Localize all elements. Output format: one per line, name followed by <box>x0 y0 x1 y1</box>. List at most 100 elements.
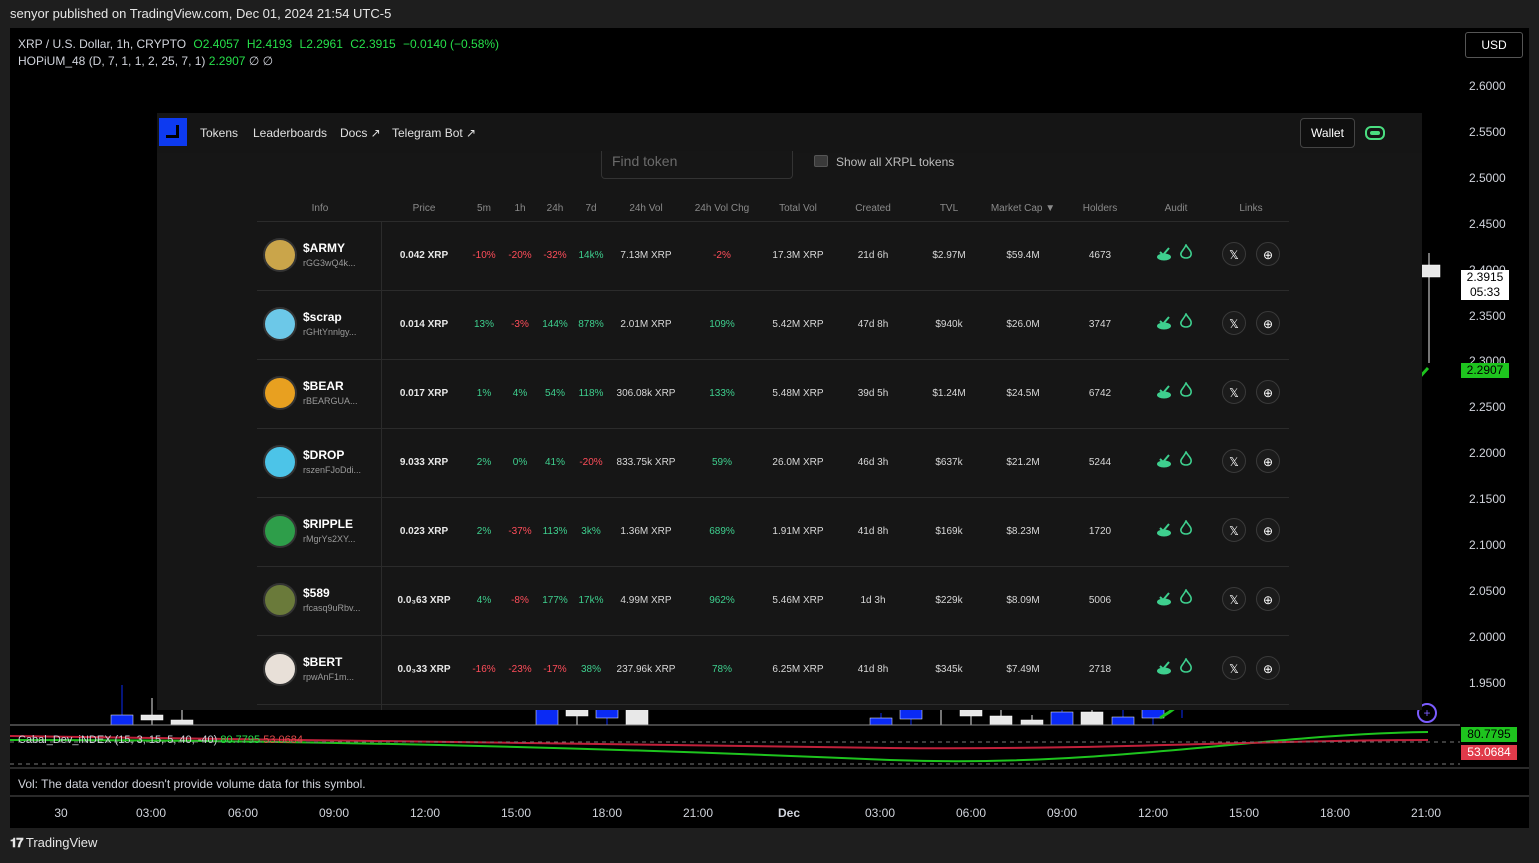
sub-indicator-title[interactable]: Cabal_Dev_iNDEX (15, 3, 15, 5, 40, -40) <box>18 734 218 746</box>
website-globe-icon[interactable]: ⊕ <box>1256 380 1280 404</box>
sub-indicator-legend: Cabal_Dev_iNDEX (15, 3, 15, 5, 40, -40) … <box>18 734 303 746</box>
cell-m5: -16% <box>472 664 496 675</box>
cell-total: 17.3M XRP <box>772 250 824 261</box>
token-row[interactable]: $589 rfcasq9uRbv... 0.0₃63 XRP 4% -8% 177% 17k… <box>257 566 1289 635</box>
token-address: rfcasq9uRbv... <box>303 603 361 613</box>
cell-holders: 4673 <box>1088 250 1112 261</box>
cell-vol: 306.08k XRP <box>616 388 676 399</box>
token-avatar <box>263 514 297 548</box>
time-axis-label: 03:00 <box>135 806 167 820</box>
flame-icon <box>1180 658 1192 673</box>
cell-h1: -20% <box>508 250 532 261</box>
x-link-icon[interactable]: 𝕏 <box>1222 242 1246 266</box>
price-axis-label: 2.4500 <box>1469 216 1506 231</box>
token-row[interactable]: $scrap rGHtYnnlgy... 0.014 XRP 13% -3% 144% 87… <box>257 290 1289 359</box>
time-axis-label: 09:00 <box>318 806 350 820</box>
flame-icon <box>1180 244 1192 259</box>
token-symbol[interactable]: $ARMY <box>303 241 346 255</box>
row-divider <box>257 428 1289 429</box>
high-value: H2.4193 <box>246 37 293 51</box>
x-link-icon[interactable]: 𝕏 <box>1222 311 1246 335</box>
website-globe-icon[interactable]: ⊕ <box>1256 311 1280 335</box>
checkbox-icon[interactable] <box>814 155 828 167</box>
symbol-title[interactable]: XRP / U.S. Dollar, 1h, CRYPTO <box>18 37 187 51</box>
token-symbol[interactable]: $589 <box>303 586 330 600</box>
time-axis-label: 09:00 <box>1046 806 1078 820</box>
price-axis-label: 2.1000 <box>1469 538 1506 552</box>
nav-leaderboards[interactable]: Leaderboards <box>253 126 328 140</box>
nav-telegram-bot[interactable]: Telegram Bot ↗ <box>392 126 477 140</box>
token-symbol[interactable]: $BEAR <box>303 379 344 393</box>
replay-icon[interactable]: + <box>1417 703 1437 723</box>
token-avatar <box>263 376 297 410</box>
token-row[interactable]: $ARMY rGG3wQ4k... 0.042 XRP -10% -20% -32% 14k… <box>257 221 1289 290</box>
website-globe-icon[interactable]: ⊕ <box>1256 449 1280 473</box>
cell-d7: 118% <box>578 388 604 399</box>
website-globe-icon[interactable]: ⊕ <box>1256 242 1280 266</box>
flame-icon <box>1180 589 1192 604</box>
nav-docs[interactable]: Docs ↗ <box>340 126 381 140</box>
column-header: TVL <box>939 203 959 214</box>
token-symbol[interactable]: $RIPPLE <box>303 517 354 531</box>
website-globe-icon[interactable]: ⊕ <box>1256 656 1280 680</box>
flame-icon <box>1180 313 1192 328</box>
column-header: Links <box>1239 203 1263 214</box>
x-link-icon[interactable]: 𝕏 <box>1222 449 1246 473</box>
row-divider <box>257 290 1289 291</box>
token-avatar <box>263 307 297 341</box>
token-row[interactable]: $RIPPLE rMgrYs2XY... 0.023 XRP 2% -37% 113% 3k… <box>257 497 1289 566</box>
last-price: 2.3915 <box>1466 270 1504 284</box>
x-link-icon[interactable]: 𝕏 <box>1222 587 1246 611</box>
token-row[interactable]: $DROP rszenFJoDdi... 9.033 XRP 2% 0% 41% -20% 8… <box>257 428 1289 497</box>
token-symbol[interactable]: $scrap <box>303 310 342 324</box>
row-divider <box>257 704 1289 705</box>
publish-header: senyor published on TradingView.com, Dec… <box>0 0 1539 28</box>
flame-icon <box>1180 520 1192 535</box>
nav-tokens[interactable]: Tokens <box>200 126 239 140</box>
cell-created: 39d 5h <box>857 388 889 399</box>
indicator-title[interactable]: HOPiUM_48 (D, 7, 1, 1, 2, 25, 7, 1) <box>18 54 206 68</box>
token-symbol[interactable]: $DROP <box>303 448 345 462</box>
x-link-icon[interactable]: 𝕏 <box>1222 656 1246 680</box>
token-address: rszenFJoDdi... <box>303 465 362 475</box>
token-row[interactable]: $BERT rpwAnF1m... 0.0₃33 XRP -16% -23% -17% 38… <box>257 635 1289 704</box>
chart-pane[interactable]: XRP / U.S. Dollar, 1h, CRYPTO O2.4057 H2… <box>10 28 1529 828</box>
column-header[interactable]: Market Cap ▼ <box>990 203 1056 214</box>
cell-total: 1.91M XRP <box>772 526 824 537</box>
price-axis-label: 2.5500 <box>1469 124 1506 139</box>
candle-body <box>1050 711 1074 726</box>
header-divider <box>257 221 1289 222</box>
column-header: Holders <box>1082 203 1118 214</box>
theme-toggle-icon[interactable] <box>1365 126 1385 140</box>
website-globe-icon[interactable]: ⊕ <box>1256 518 1280 542</box>
sub-indicator-v2: 53.0684 <box>263 734 303 746</box>
price-axis-label: 2.3500 <box>1469 308 1506 323</box>
info-column-divider <box>381 221 382 710</box>
show-all-toggle[interactable]: Show all XRPL tokens <box>814 155 954 169</box>
time-axis-label: 15:00 <box>1228 806 1260 820</box>
token-symbol[interactable]: $BERT <box>303 655 343 669</box>
footer-brand: TradingView <box>25 835 98 850</box>
cell-m5: -10% <box>472 250 496 261</box>
cell-holders: 5006 <box>1088 595 1112 606</box>
cell-m5: 1% <box>476 388 492 399</box>
column-header: 1h <box>514 203 526 214</box>
token-search-input[interactable]: Find token <box>601 151 793 179</box>
cell-price: 0.014 XRP <box>399 319 449 330</box>
cell-vol: 833.75k XRP <box>616 457 676 468</box>
site-logo[interactable] <box>159 118 187 146</box>
x-link-icon[interactable]: 𝕏 <box>1222 380 1246 404</box>
token-row[interactable]: $BEAR rBEARGUA... 0.017 XRP 1% 4% 54% 118% 306.… <box>257 359 1289 428</box>
wallet-button[interactable]: Wallet <box>1300 118 1355 148</box>
price-axis-label: 2.0500 <box>1469 583 1506 598</box>
website-globe-icon[interactable]: ⊕ <box>1256 587 1280 611</box>
token-address: rGG3wQ4k... <box>303 258 356 268</box>
row-divider <box>257 359 1289 360</box>
currency-button[interactable]: USD <box>1465 32 1523 58</box>
cell-volchg: 78% <box>711 664 733 675</box>
audit-check-icon <box>1157 523 1171 537</box>
cell-h24: 177% <box>542 595 568 606</box>
x-link-icon[interactable]: 𝕏 <box>1222 518 1246 542</box>
column-header: Total Vol <box>779 203 817 214</box>
cell-volchg: -2% <box>713 250 731 261</box>
